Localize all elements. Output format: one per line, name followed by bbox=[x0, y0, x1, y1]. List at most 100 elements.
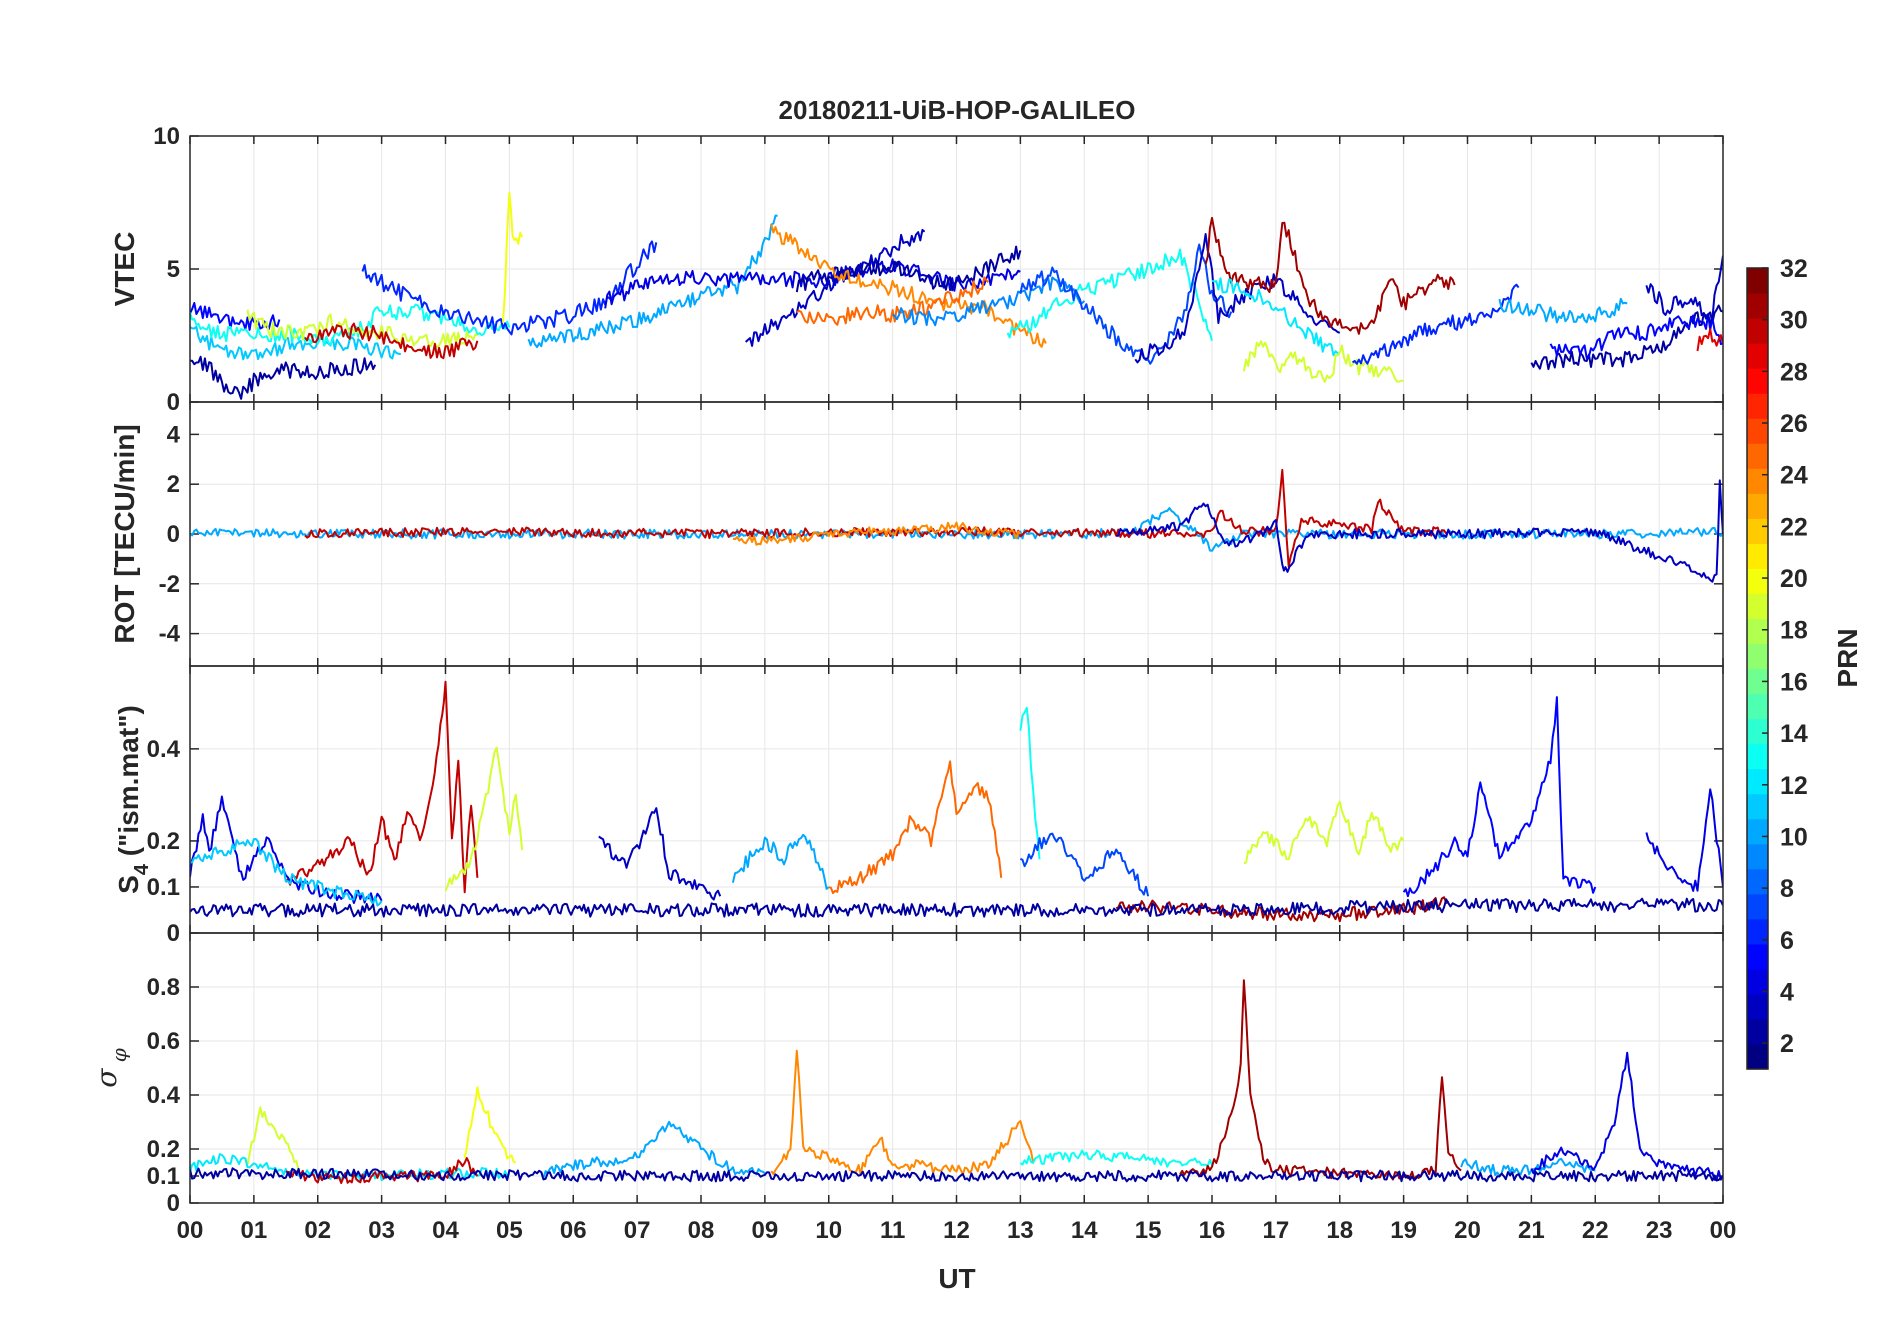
series-line-prn-5 bbox=[190, 302, 281, 331]
colorbar-tick-label: 6 bbox=[1780, 927, 1794, 955]
colorbar-tick-label: 32 bbox=[1780, 255, 1808, 283]
series-line-prn-2 bbox=[190, 1167, 1723, 1183]
series-group bbox=[190, 191, 1723, 400]
colorbar-segment bbox=[1747, 968, 1768, 995]
colorbar-segment bbox=[1747, 943, 1768, 970]
colorbar-tick-label: 20 bbox=[1780, 565, 1808, 593]
colorbar-segment bbox=[1747, 593, 1768, 620]
colorbar-tick-label: 28 bbox=[1780, 358, 1808, 386]
series-group bbox=[190, 979, 1723, 1184]
series-line-prn-3 bbox=[598, 807, 722, 901]
colorbar-tick-label: 30 bbox=[1780, 307, 1808, 335]
y-axis-label: VTEC bbox=[109, 232, 140, 307]
colorbar-segment bbox=[1747, 668, 1768, 695]
y-tick-label: 2 bbox=[167, 471, 180, 498]
colorbar-segment bbox=[1747, 1043, 1768, 1070]
colorbar-tick-label: 16 bbox=[1780, 668, 1808, 696]
series-group bbox=[190, 468, 1723, 583]
x-tick-label: 08 bbox=[688, 1217, 715, 1244]
colorbar-segment bbox=[1747, 693, 1768, 720]
x-tick-label: 20 bbox=[1454, 1217, 1481, 1244]
colorbar-segment bbox=[1747, 568, 1768, 595]
series-group bbox=[190, 680, 1723, 923]
y-tick-label: 0 bbox=[167, 389, 180, 416]
y-tick-label: 0.2 bbox=[147, 828, 180, 855]
series-line-prn-19 bbox=[1242, 340, 1404, 383]
series-line-prn-2 bbox=[1530, 304, 1723, 371]
colorbar-frame bbox=[1746, 267, 1769, 1070]
colorbar-label: PRN bbox=[1832, 628, 1863, 687]
colorbar-segment bbox=[1747, 318, 1768, 344]
y-tick-label: 0.1 bbox=[147, 874, 180, 901]
series-line-prn-13 bbox=[190, 303, 511, 347]
colorbar-tick-label: 22 bbox=[1780, 513, 1808, 541]
colorbar-tick-label: 14 bbox=[1780, 720, 1808, 748]
y-tick-label: 5 bbox=[167, 256, 180, 283]
series-line-prn-10 bbox=[540, 1120, 766, 1180]
colorbar-segment bbox=[1747, 1018, 1768, 1045]
series-line-prn-20 bbox=[502, 191, 524, 323]
colorbar-segment bbox=[1747, 718, 1768, 745]
series-line-prn-2 bbox=[190, 355, 377, 400]
series-line-prn-4 bbox=[1645, 788, 1723, 892]
colorbar-tick-label: 26 bbox=[1780, 410, 1808, 438]
series-line-prn-24 bbox=[770, 223, 1047, 348]
colorbar-segment bbox=[1747, 293, 1768, 319]
colorbar-segment bbox=[1747, 443, 1768, 469]
colorbar-tick-label: 18 bbox=[1780, 617, 1808, 645]
colorbar-segment bbox=[1747, 893, 1768, 920]
colorbar-segment bbox=[1747, 868, 1768, 895]
colorbar-segment bbox=[1747, 768, 1768, 795]
x-tick-label: 00 bbox=[177, 1217, 204, 1244]
colorbar-segment bbox=[1747, 993, 1768, 1020]
x-tick-label: 04 bbox=[432, 1217, 459, 1244]
colorbar-segment bbox=[1747, 618, 1768, 645]
panel-sigma_phi: 00.10.2 0.4 0.6 0.8 σ φ bbox=[90, 932, 1724, 1217]
series-line-prn-13 bbox=[1006, 248, 1213, 342]
x-tick-label: 17 bbox=[1263, 1217, 1290, 1244]
series-line-prn-6 bbox=[1351, 283, 1520, 365]
series-line-prn-11 bbox=[190, 325, 401, 361]
x-tick-label: 22 bbox=[1582, 1217, 1609, 1244]
panel-rot: -4 -2 0 2 4 ROT [TECU/min] bbox=[109, 401, 1724, 667]
y-axis-label: S4 ("ism.mat") bbox=[113, 705, 153, 894]
colorbar-tick-label: 24 bbox=[1780, 462, 1808, 490]
series-line-prn-12 bbox=[1211, 277, 1341, 357]
colorbar-tick-label: 8 bbox=[1780, 875, 1794, 903]
series-line-prn-13 bbox=[1019, 1149, 1213, 1168]
x-tick-label: 15 bbox=[1135, 1217, 1162, 1244]
x-tick-label: 06 bbox=[560, 1217, 587, 1244]
y-axis-label: ROT [TECU/min] bbox=[109, 424, 140, 643]
series-line-prn-30 bbox=[304, 468, 1449, 568]
panel-frame bbox=[189, 932, 1724, 1204]
colorbar-segment bbox=[1747, 468, 1768, 494]
series-line-prn-7 bbox=[1019, 832, 1150, 897]
series-line-prn-3 bbox=[1645, 255, 1723, 324]
x-tick-label: 07 bbox=[624, 1217, 651, 1244]
y-tick-label: 0.2 bbox=[147, 1136, 180, 1163]
series-line-prn-19 bbox=[444, 746, 524, 892]
x-tick-label: 02 bbox=[304, 1217, 331, 1244]
colorbar-tick-label: 12 bbox=[1780, 772, 1808, 800]
colorbar-segment bbox=[1747, 918, 1768, 945]
x-axis-label: UT bbox=[938, 1263, 975, 1294]
x-tick-label: 11 bbox=[880, 1217, 905, 1244]
y-axis-label: σ φ bbox=[90, 1048, 131, 1088]
series-line-prn-10 bbox=[1460, 1157, 1596, 1177]
y-tick-label: 0.6 bbox=[147, 1028, 180, 1055]
x-tick-label: 05 bbox=[496, 1217, 523, 1244]
series-line-prn-4 bbox=[190, 795, 383, 904]
series-line-prn-5 bbox=[1402, 696, 1597, 898]
series-line-prn-13 bbox=[1019, 706, 1041, 860]
x-tick-label: 18 bbox=[1326, 1217, 1353, 1244]
series-line-prn-25 bbox=[796, 276, 990, 326]
x-tick-label: 14 bbox=[1071, 1217, 1098, 1244]
series-line-prn-25 bbox=[828, 760, 1003, 895]
x-tick-label: 01 bbox=[241, 1217, 268, 1244]
x-tick-label: 23 bbox=[1646, 1217, 1673, 1244]
y-tick-label: 0 bbox=[167, 1190, 180, 1217]
y-tick-label: 10 bbox=[153, 123, 180, 150]
